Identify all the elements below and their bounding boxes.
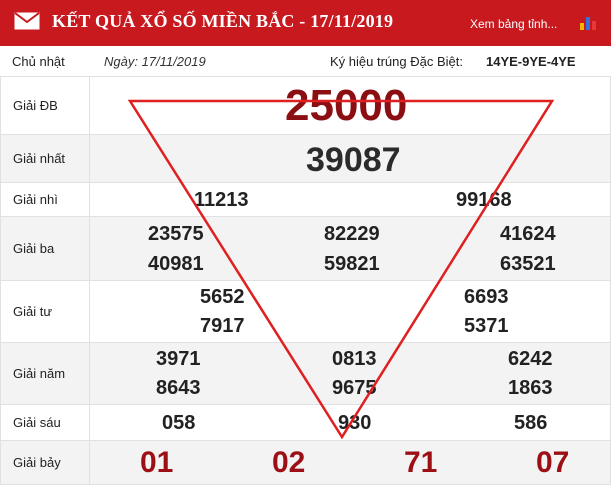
prize-number: 6242 bbox=[508, 348, 553, 370]
prize-number: 6693 bbox=[464, 286, 509, 308]
prize-label: Giải ba bbox=[0, 216, 90, 281]
page-title: KẾT QUẢ XỔ SỐ MIỀN BẮC - 17/11/2019 bbox=[52, 11, 394, 31]
prize-number: 9675 bbox=[332, 377, 377, 399]
prize-number: 930 bbox=[338, 412, 372, 434]
prize-label: Giải sáu bbox=[0, 404, 90, 441]
prize-number: 25000 bbox=[285, 81, 408, 130]
prize-number: 058 bbox=[162, 412, 196, 434]
prize-number: 07 bbox=[536, 446, 570, 479]
prize-label: Giải năm bbox=[0, 342, 90, 405]
prize-number: 5371 bbox=[464, 315, 509, 337]
special-symbol-value: 14YE-9YE-4YE bbox=[486, 54, 576, 69]
prize-label: Giải nhất bbox=[0, 134, 90, 183]
prize-number: 63521 bbox=[500, 253, 556, 275]
prize-row-3: Giải ba 23575 82229 41624 40981 59821 63… bbox=[0, 216, 611, 281]
prize-number: 59821 bbox=[324, 253, 380, 275]
prize-number: 40981 bbox=[148, 253, 204, 275]
results-header: KẾT QUẢ XỔ SỐ MIỀN BẮC - 17/11/2019 Xem … bbox=[0, 0, 611, 46]
info-bar: Chủ nhật Ngày: 17/11/2019 Ký hiệu trúng … bbox=[0, 46, 611, 77]
prize-row-db: Giải ĐB 25000 bbox=[0, 76, 611, 135]
prize-row-5: Giải năm 3971 0813 6242 8643 9675 1863 bbox=[0, 342, 611, 405]
prize-number: 1863 bbox=[508, 377, 553, 399]
prize-number: 8643 bbox=[156, 377, 201, 399]
view-province-table-link[interactable]: Xem bảng tỉnh... bbox=[470, 17, 558, 31]
prize-label: Giải ĐB bbox=[0, 76, 90, 135]
prize-label: Giải nhì bbox=[0, 182, 90, 217]
prize-number: 99168 bbox=[456, 189, 512, 211]
bar-chart-icon[interactable] bbox=[578, 13, 598, 31]
prize-number: 71 bbox=[404, 446, 438, 479]
prize-row-7: Giải bảy 01 02 71 07 bbox=[0, 440, 611, 485]
prize-label: Giải bảy bbox=[0, 440, 90, 485]
prize-number: 586 bbox=[514, 412, 548, 434]
prize-number: 02 bbox=[272, 446, 306, 479]
prize-number: 11213 bbox=[194, 189, 249, 211]
prize-row-6: Giải sáu 058 930 586 bbox=[0, 404, 611, 441]
weekday: Chủ nhật bbox=[12, 54, 65, 69]
prize-number: 5652 bbox=[200, 286, 245, 308]
results-table: Giải ĐB 25000 Giải nhất 39087 Giải nhì 1… bbox=[0, 76, 611, 485]
envelope-icon bbox=[14, 12, 40, 30]
prize-number: 82229 bbox=[324, 223, 380, 245]
prize-row-2: Giải nhì 11213 99168 bbox=[0, 182, 611, 217]
prize-number: 23575 bbox=[148, 223, 204, 245]
prize-number: 0813 bbox=[332, 348, 377, 370]
prize-number: 7917 bbox=[200, 315, 245, 337]
prize-row-1: Giải nhất 39087 bbox=[0, 134, 611, 183]
prize-row-4: Giải tư 5652 6693 7917 5371 bbox=[0, 280, 611, 343]
prize-number: 41624 bbox=[500, 223, 556, 245]
prize-number: 01 bbox=[140, 446, 174, 479]
draw-date: Ngày: 17/11/2019 bbox=[104, 54, 206, 69]
prize-number: 39087 bbox=[306, 141, 401, 179]
special-symbol-label: Ký hiệu trúng Đặc Biệt: bbox=[330, 54, 463, 69]
prize-number: 3971 bbox=[156, 348, 201, 370]
prize-label: Giải tư bbox=[0, 280, 90, 343]
